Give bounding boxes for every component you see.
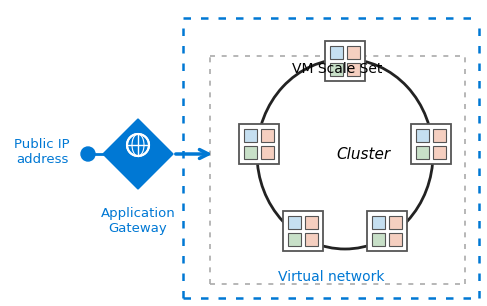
Text: Virtual network: Virtual network — [278, 270, 384, 284]
Circle shape — [127, 134, 149, 156]
Text: Public IP
address: Public IP address — [14, 138, 70, 166]
Bar — [283, 211, 323, 251]
Bar — [416, 129, 430, 142]
Bar — [330, 63, 343, 76]
Bar — [288, 233, 301, 246]
Bar — [432, 129, 446, 142]
Bar — [411, 124, 451, 164]
Bar — [372, 216, 385, 230]
Bar — [389, 233, 402, 246]
Bar — [330, 46, 343, 59]
Bar — [367, 211, 407, 251]
Bar — [288, 216, 301, 230]
Polygon shape — [103, 119, 173, 189]
Bar — [389, 216, 402, 230]
Bar — [372, 233, 385, 246]
Bar — [416, 146, 430, 159]
Bar — [347, 63, 360, 76]
Text: Application
Gateway: Application Gateway — [101, 207, 175, 235]
Text: VM Scale Set: VM Scale Set — [292, 62, 383, 76]
Text: Cluster: Cluster — [336, 147, 390, 162]
Bar — [244, 146, 258, 159]
Bar — [304, 216, 318, 230]
Bar — [304, 233, 318, 246]
Bar — [261, 146, 274, 159]
Bar — [261, 129, 274, 142]
Circle shape — [81, 147, 95, 161]
Bar — [347, 46, 360, 59]
Bar — [244, 129, 258, 142]
Bar — [239, 124, 279, 164]
Bar — [432, 146, 446, 159]
Bar — [325, 41, 365, 81]
